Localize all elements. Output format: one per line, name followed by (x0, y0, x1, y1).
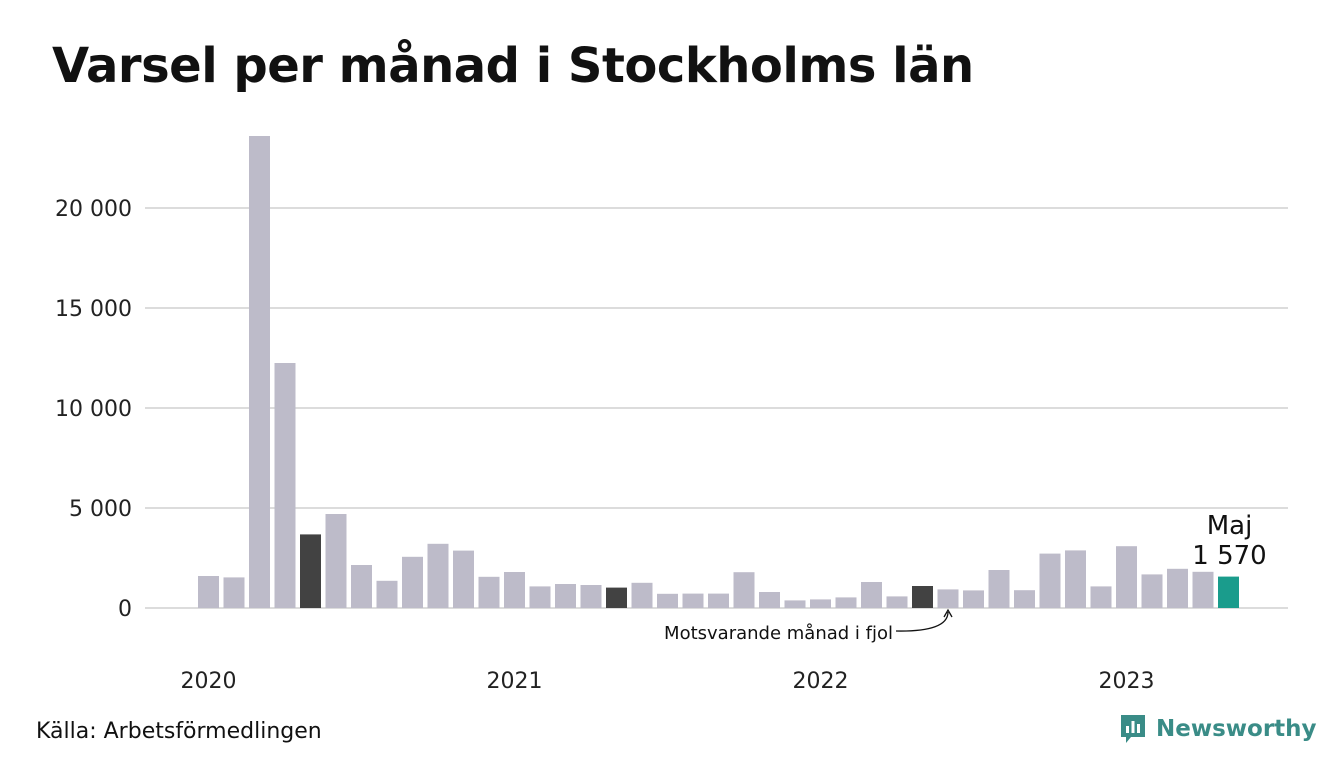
bar (402, 556, 423, 608)
x-tick-label: 2023 (1099, 669, 1155, 694)
annotation-arrowhead (943, 608, 953, 618)
brand-name: Newsworthy (1156, 716, 1317, 742)
y-tick-label: 15 000 (55, 297, 132, 322)
bar (351, 565, 372, 608)
bar (453, 550, 474, 608)
bar (1116, 546, 1137, 608)
bar (988, 570, 1010, 608)
chart-title: Varsel per månad i Stockholms län (52, 38, 974, 94)
bar (963, 590, 984, 608)
bar (657, 593, 678, 608)
y-tick-label: 20 000 (55, 197, 132, 222)
bar (1192, 571, 1214, 608)
bar (631, 582, 653, 608)
bar (1167, 568, 1188, 608)
bar (249, 136, 270, 608)
bar (861, 582, 882, 608)
bar (1014, 590, 1035, 608)
bar-previous-year (912, 586, 933, 608)
bar (376, 580, 398, 608)
bar-previous-year (606, 587, 627, 608)
newsworthy-logo-icon (1121, 715, 1145, 743)
bar (274, 363, 296, 608)
x-tick-label: 2022 (793, 669, 849, 694)
bar (733, 572, 755, 608)
x-tick-label: 2021 (487, 669, 543, 694)
bar (835, 597, 857, 608)
bar (504, 572, 525, 608)
bar (810, 599, 831, 608)
highlight-value-label: 1 570 (1192, 541, 1266, 571)
bar (478, 576, 500, 608)
bar (1090, 586, 1112, 608)
bar (708, 593, 729, 608)
bar (1065, 550, 1086, 608)
brand-logo[interactable]: Newsworthy (1118, 712, 1317, 746)
bar (682, 593, 704, 608)
y-tick-label: 0 (118, 597, 132, 622)
bar (198, 576, 219, 608)
y-tick-label: 10 000 (55, 397, 132, 422)
y-axis-labels: 0 5 000 10 000 15 000 20 000 (55, 197, 132, 622)
y-tick-label: 5 000 (69, 497, 132, 522)
highlight-month-label: Maj (1207, 511, 1253, 541)
bar (427, 543, 449, 608)
bar (223, 577, 245, 608)
bar (580, 585, 602, 608)
bar (1141, 574, 1163, 608)
bar-previous-year (300, 534, 321, 608)
x-tick-label: 2020 (181, 669, 237, 694)
bar-highlight (1218, 576, 1239, 608)
bar (937, 589, 959, 608)
annotation-arrow (895, 611, 949, 632)
bar (784, 600, 806, 608)
bar (759, 592, 780, 608)
bar (555, 584, 576, 608)
bar (529, 586, 551, 608)
x-axis-labels: 2020 2021 2022 2023 (181, 669, 1155, 694)
bar (1039, 553, 1061, 608)
bar (325, 514, 347, 608)
bars (198, 136, 1239, 608)
bar (886, 596, 908, 608)
source-note: Källa: Arbetsförmedlingen (36, 719, 322, 744)
annotation-label: Motsvarande månad i fjol (664, 623, 893, 644)
